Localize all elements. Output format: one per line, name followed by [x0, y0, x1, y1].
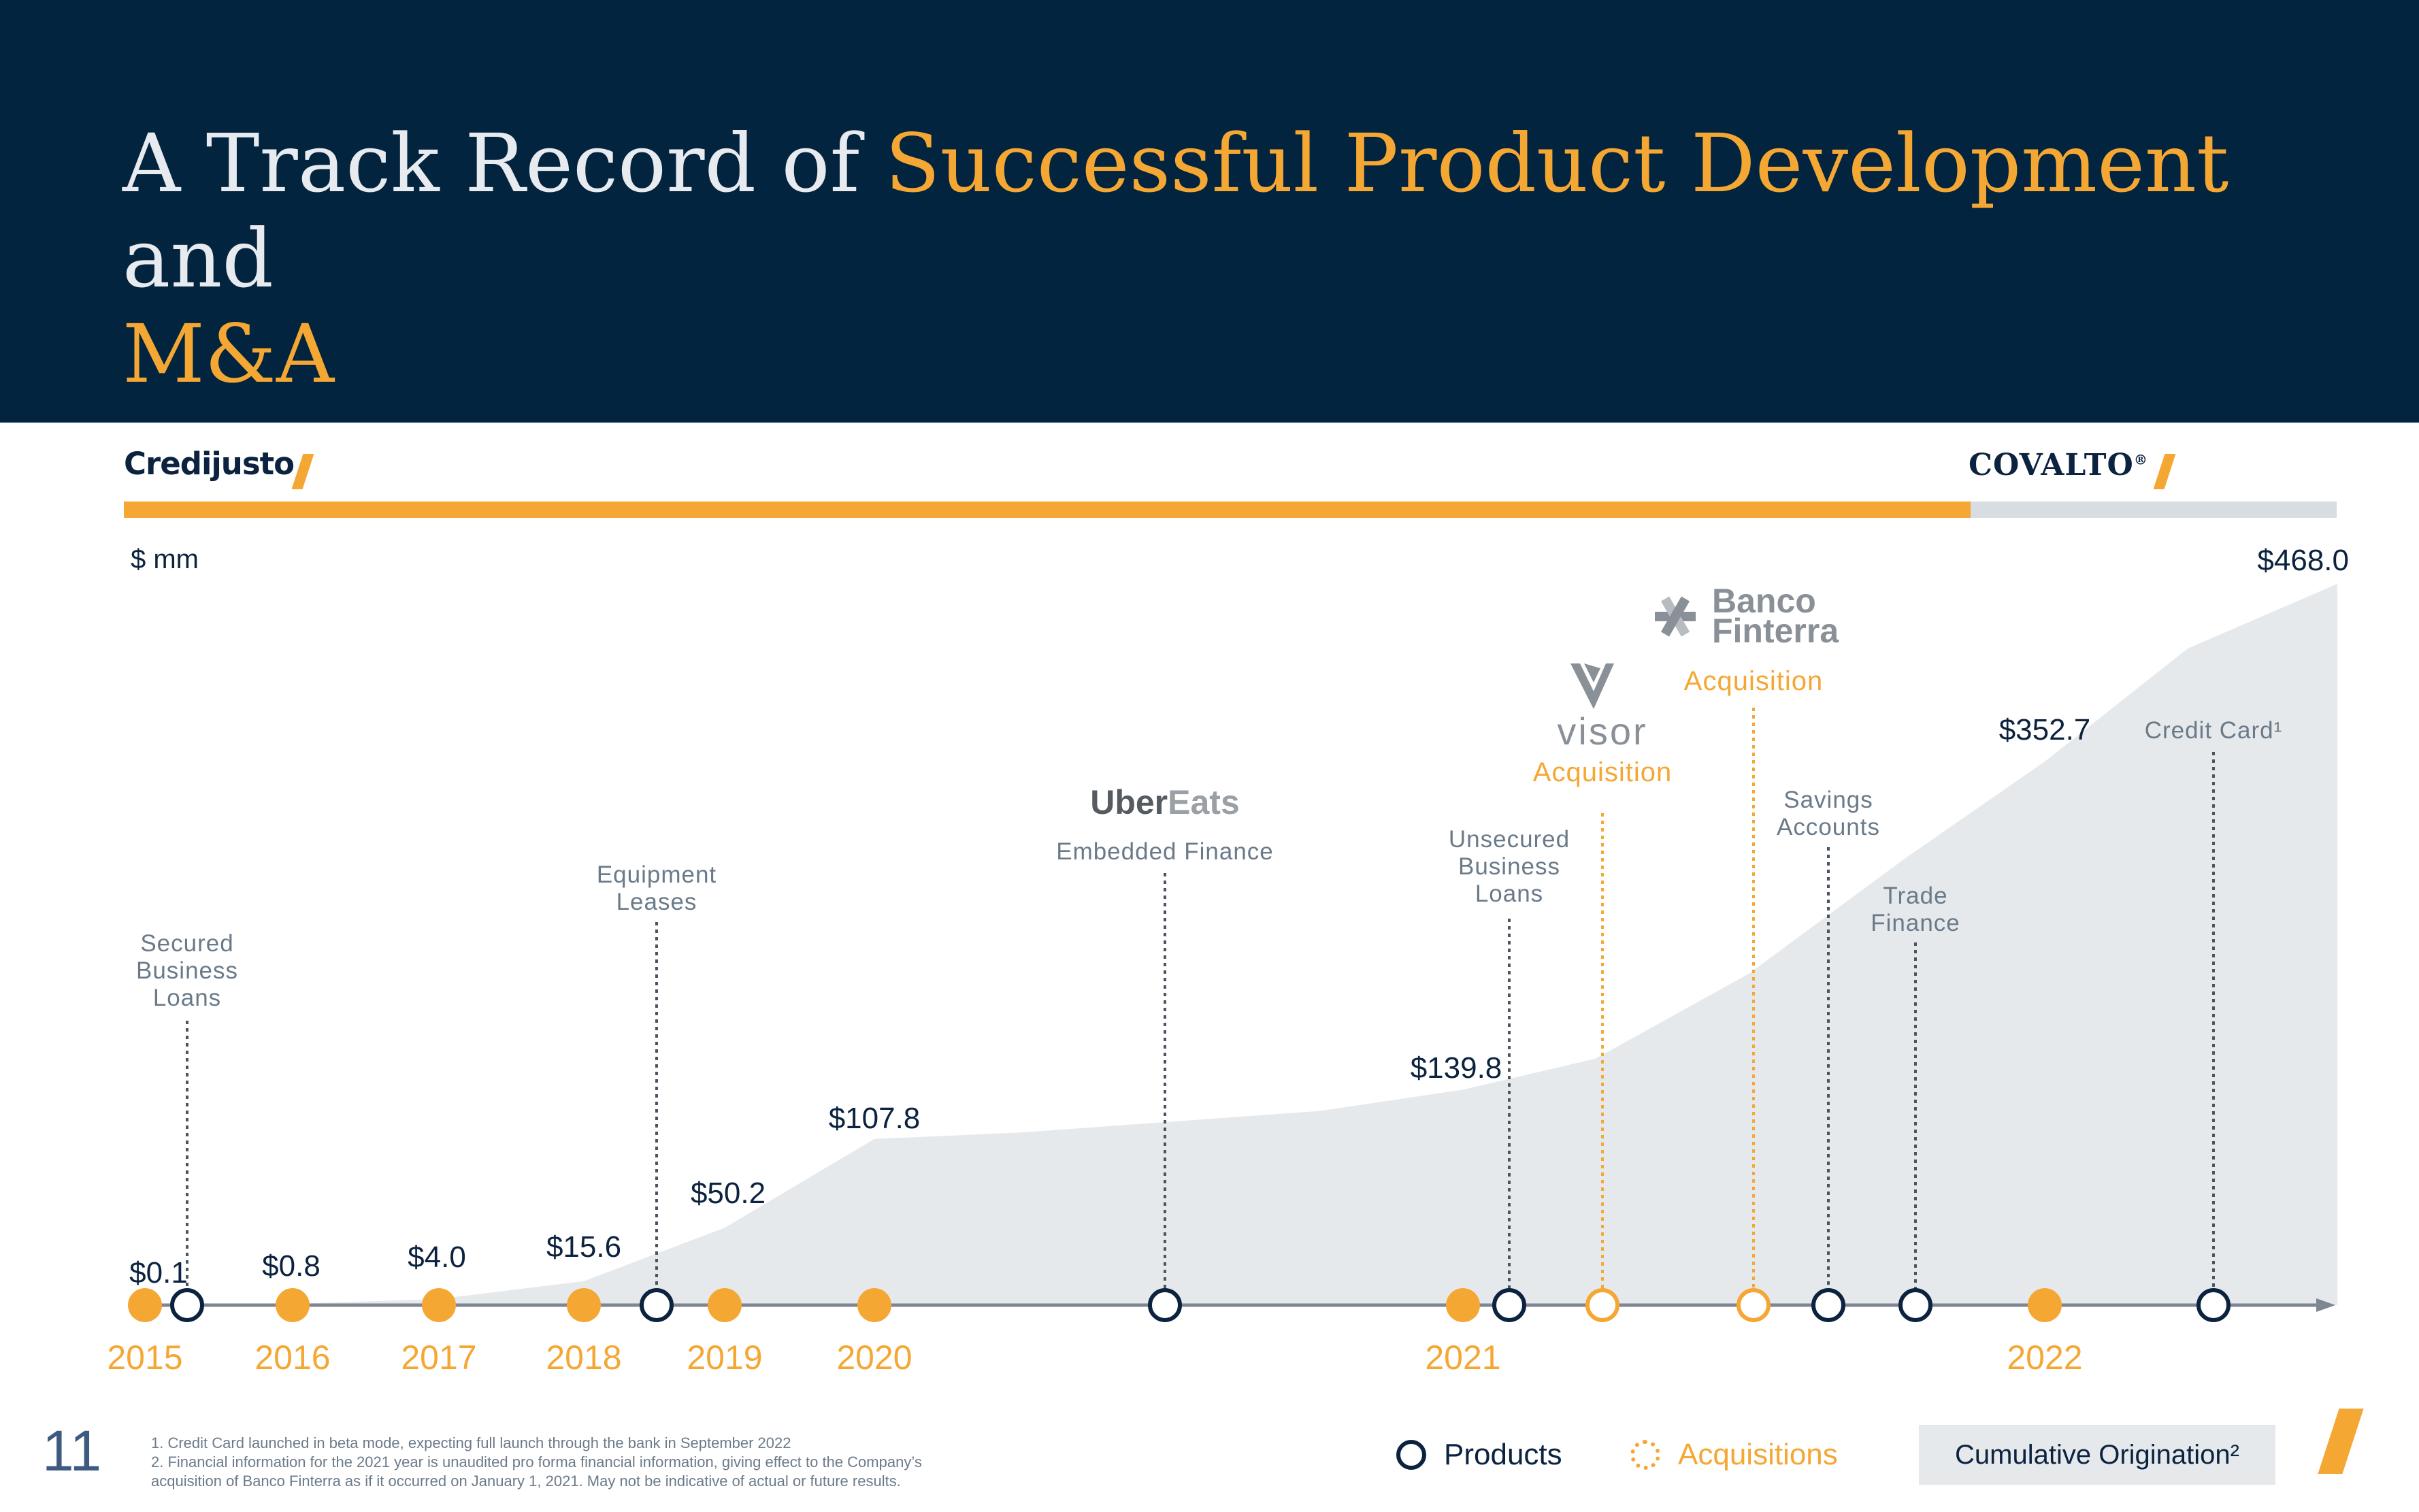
year-label-2021: 2021	[1425, 1338, 1500, 1377]
year-dot-2020	[857, 1288, 891, 1322]
footnotes: 1. Credit Card launched in beta mode, ex…	[151, 1434, 1172, 1491]
legend-cumulative-origination: Cumulative Origination²	[1919, 1425, 2275, 1485]
legend-products: Products	[1396, 1434, 1562, 1475]
value-label-2022: $352.7	[1999, 713, 2091, 746]
event-2-product-marker	[1148, 1288, 1182, 1322]
visor-logo-text: visor	[1557, 710, 1647, 753]
year-dot-2018	[567, 1288, 601, 1322]
year-label-2018: 2018	[546, 1338, 621, 1377]
event-3-label-0: Unsecured	[1449, 826, 1570, 853]
year-dot-2019	[708, 1288, 742, 1322]
value-label-2017: $4.0	[408, 1240, 466, 1274]
uber-eats-logo: UberEats	[1090, 783, 1240, 821]
credijusto-era-bar	[124, 502, 1971, 518]
footnote-2-cont: acquisition of Banco Finterra as if it o…	[151, 1473, 901, 1490]
year-label-2015: 2015	[107, 1338, 182, 1377]
value-label-2015: $0.1	[129, 1256, 188, 1289]
year-label-2017: 2017	[401, 1338, 476, 1377]
year-dot-2016	[276, 1288, 310, 1322]
title-part2: and	[122, 212, 274, 306]
value-label-2019: $50.2	[691, 1177, 766, 1210]
unit-label: $ mm	[131, 544, 199, 574]
legend-products-label: Products	[1444, 1438, 1562, 1471]
value-label-end: $468.0	[2257, 544, 2349, 577]
event-6-label-0: Savings	[1783, 787, 1873, 813]
header-banner: A Track Record of Successful Product Dev…	[0, 0, 2419, 423]
year-label-2016: 2016	[254, 1338, 330, 1377]
event-3-label-2: Loans	[1475, 881, 1543, 907]
title-part1: A Track Record of	[122, 116, 885, 210]
event-3-label-1: Business	[1458, 853, 1560, 880]
banco-finterra-logo-line2: Finterra	[1712, 612, 1839, 650]
event-8-product-marker	[2196, 1288, 2231, 1322]
covalto-logo: COVALTO®	[1969, 448, 2148, 482]
event-7-product-marker	[1898, 1288, 1932, 1322]
event-2-label-0: Embedded Finance	[1056, 838, 1274, 865]
event-5-acquisition-marker	[1737, 1288, 1771, 1322]
event-1-label-1: Leases	[616, 889, 697, 915]
event-0-label-0: Secured	[140, 930, 233, 957]
page-number: 11	[42, 1419, 102, 1483]
covalto-era-bar	[1971, 502, 2337, 518]
value-label-2021: $139.8	[1411, 1051, 1502, 1085]
credijusto-logo: Credijusto	[124, 446, 295, 482]
finterra-asterisk-bar-2	[1660, 596, 1690, 637]
event-1-label-0: Equipment	[597, 861, 717, 888]
value-label-2018: $15.6	[546, 1230, 621, 1264]
title-highlight-1: Successful Product Development	[885, 116, 2229, 210]
legend-acquisitions-label: Acquisitions	[1678, 1438, 1838, 1471]
year-dot-2017	[422, 1288, 456, 1322]
uber-eats-logo-part1: Uber	[1090, 783, 1168, 821]
products-ring-icon	[1396, 1440, 1426, 1470]
year-label-2022: 2022	[2007, 1338, 2082, 1377]
axis-arrow-icon	[2316, 1298, 2335, 1312]
event-5-label-0: Acquisition	[1684, 666, 1823, 696]
year-label-2020: 2020	[836, 1338, 912, 1377]
event-6-label-1: Accounts	[1777, 814, 1880, 840]
event-0-label-1: Business	[136, 957, 238, 984]
year-dot-2022	[2028, 1288, 2062, 1322]
year-label-2019: 2019	[687, 1338, 762, 1377]
cumulative-origination-area	[145, 584, 2337, 1305]
event-0-product-marker	[170, 1288, 204, 1322]
value-label-2020: $107.8	[829, 1102, 921, 1135]
event-7-label-1: Finance	[1871, 910, 1960, 936]
value-label-2016: $0.8	[262, 1249, 320, 1283]
event-4-label-0: Acquisition	[1533, 757, 1672, 787]
covalto-registered-mark: ®	[2133, 451, 2148, 468]
year-dot-2021	[1446, 1288, 1480, 1322]
acquisitions-ring-icon	[1630, 1440, 1660, 1470]
visor-v-icon	[1570, 663, 1614, 709]
event-1-product-marker	[640, 1288, 674, 1322]
uber-eats-logo-part2: Eats	[1168, 783, 1240, 821]
event-8-label-0: Credit Card¹	[2145, 717, 2283, 744]
event-4-acquisition-marker	[1585, 1288, 1619, 1322]
event-7-label-0: Trade	[1883, 883, 1947, 909]
page-title: A Track Record of Successful Product Dev…	[122, 116, 2266, 401]
covalto-logo-text: COVALTO	[1969, 448, 2134, 482]
legend-acquisitions: Acquisitions	[1630, 1434, 1838, 1475]
footnote-2: 2. Financial information for the 2021 ye…	[151, 1453, 922, 1470]
finterra-asterisk-icon	[1655, 596, 1696, 637]
year-dot-2015	[128, 1288, 162, 1322]
event-6-product-marker	[1811, 1288, 1845, 1322]
event-0-label-2: Loans	[153, 985, 221, 1011]
event-3-product-marker	[1492, 1288, 1526, 1322]
footnote-1: 1. Credit Card launched in beta mode, ex…	[151, 1434, 791, 1451]
banco-finterra-logo-line1: Banco	[1712, 582, 1816, 620]
title-highlight-2: M&A	[122, 307, 335, 401]
